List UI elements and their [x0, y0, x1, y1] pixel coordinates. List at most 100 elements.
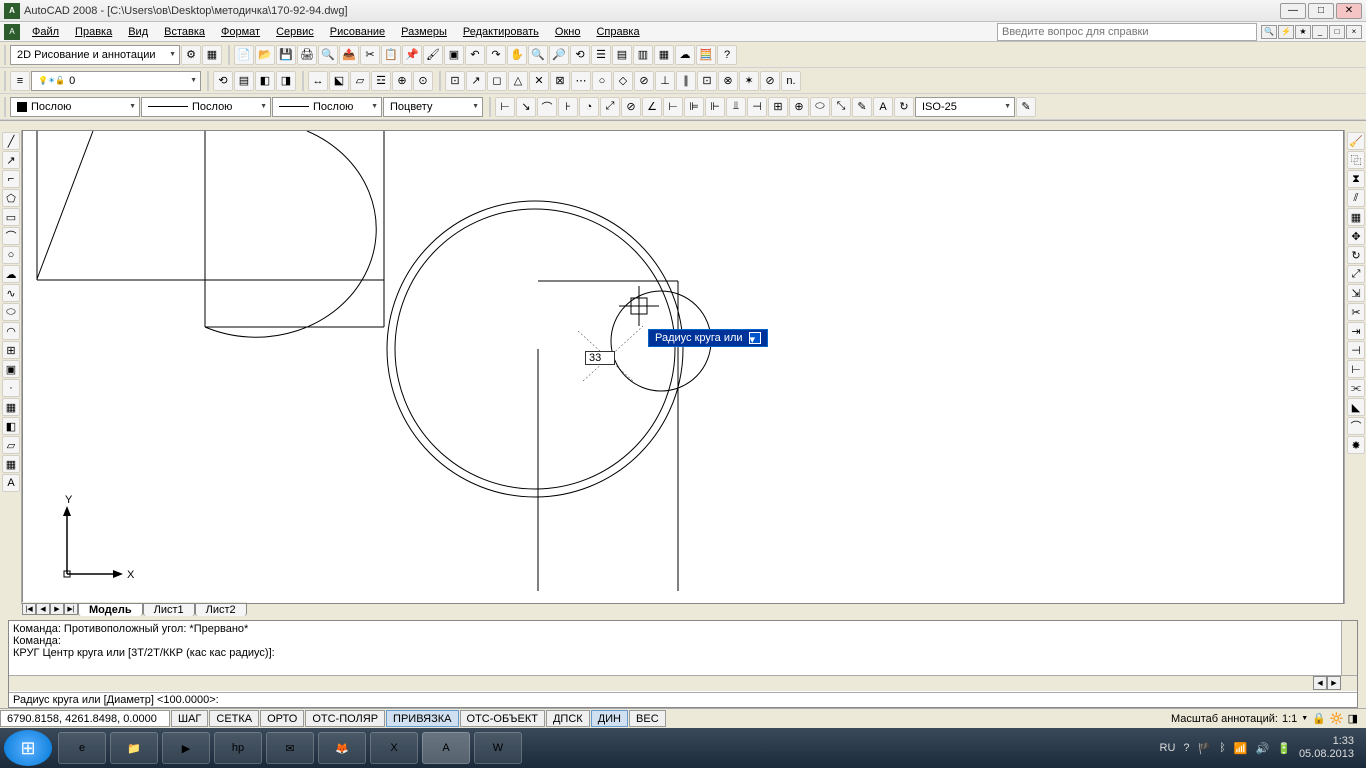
menu-service[interactable]: Сервис [268, 24, 322, 40]
maximize-button[interactable]: □ [1308, 3, 1334, 19]
dim-break-icon[interactable]: ⊣ [747, 97, 767, 117]
task-firefox[interactable]: 🦊 [318, 732, 366, 764]
plotstyle-selector[interactable]: Поцвету [383, 97, 483, 117]
rotate-icon[interactable]: ↻ [1347, 246, 1365, 264]
linetype-selector[interactable]: Послою [141, 97, 271, 117]
menu-format[interactable]: Формат [213, 24, 268, 40]
zoom-rt-icon[interactable]: 🔍 [528, 45, 548, 65]
dc-icon[interactable]: ▤ [612, 45, 632, 65]
rectangle-icon[interactable]: ▭ [2, 208, 20, 226]
id-icon[interactable]: ⊕ [392, 71, 412, 91]
tray-net-icon[interactable]: 📶 [1234, 742, 1248, 755]
dynamic-input[interactable] [585, 351, 615, 365]
cut-icon[interactable]: ✂ [360, 45, 380, 65]
snap-mid-icon[interactable]: △ [508, 71, 528, 91]
tray-action-icon[interactable]: 🏴 [1198, 742, 1212, 755]
layer-state-icon[interactable]: ▤ [234, 71, 254, 91]
save-icon[interactable]: 💾 [276, 45, 296, 65]
menu-file[interactable]: Файл [24, 24, 67, 40]
dim-aligned-icon[interactable]: ↘ [516, 97, 536, 117]
break-icon[interactable]: ⊢ [1347, 360, 1365, 378]
dim-space-icon[interactable]: ⫫ [726, 97, 746, 117]
menu-insert[interactable]: Вставка [156, 24, 213, 40]
layer-iso-icon[interactable]: ◧ [255, 71, 275, 91]
ray-icon[interactable]: ↗ [2, 151, 20, 169]
dim-radius-icon[interactable]: ◔ [579, 97, 599, 117]
join-icon[interactable]: ⫘ [1347, 379, 1365, 397]
dim-diameter-icon[interactable]: ⊘ [621, 97, 641, 117]
erase-icon[interactable]: 🧹 [1347, 132, 1365, 150]
ortho-toggle[interactable]: ОРТО [260, 710, 304, 727]
explode-icon[interactable]: ✸ [1347, 436, 1365, 454]
pan-icon[interactable]: ✋ [507, 45, 527, 65]
tab-last-button[interactable]: ▶| [64, 603, 78, 615]
move-icon[interactable]: ✥ [1347, 227, 1365, 245]
snap-settings-icon[interactable]: n. [781, 71, 801, 91]
open-icon[interactable]: 📂 [255, 45, 275, 65]
preview-icon[interactable]: 🔍 [318, 45, 338, 65]
clock[interactable]: 1:33 05.08.2013 [1299, 735, 1354, 761]
tp-icon[interactable]: ▥ [633, 45, 653, 65]
plot-icon[interactable]: 🖨 [297, 45, 317, 65]
tray-power-icon[interactable]: 🔋 [1277, 742, 1291, 755]
trim-icon[interactable]: ✂ [1347, 303, 1365, 321]
dim-angular-icon[interactable]: ∠ [642, 97, 662, 117]
spline-icon[interactable]: ∿ [2, 284, 20, 302]
dim-ordinate-icon[interactable]: ⊦ [558, 97, 578, 117]
tab-sheet1[interactable]: Лист1 [143, 603, 195, 616]
help-search-input[interactable] [997, 23, 1257, 41]
paste-icon[interactable]: 📌 [402, 45, 422, 65]
circle-icon[interactable]: ○ [2, 246, 20, 264]
revcloud-icon[interactable]: ☁ [2, 265, 20, 283]
locate-icon[interactable]: ⊙ [413, 71, 433, 91]
props-icon[interactable]: ☰ [591, 45, 611, 65]
fillet-icon[interactable]: ⌒ [1347, 417, 1365, 435]
dim-tedit-icon[interactable]: A [873, 97, 893, 117]
copy-obj-icon[interactable]: ⿻ [1347, 151, 1365, 169]
drawing-canvas[interactable]: Y X Радиус круга или ▾ [22, 130, 1344, 604]
match-icon[interactable]: 🖌 [423, 45, 443, 65]
layer-selector[interactable]: 💡 ☀ 🔓 0 [31, 71, 201, 91]
tray-help-icon[interactable]: ? [1183, 742, 1189, 754]
help-icon[interactable]: ? [717, 45, 737, 65]
menu-draw[interactable]: Рисование [322, 24, 393, 40]
ellipse-arc-icon[interactable]: ◠ [2, 322, 20, 340]
tab-prev-button[interactable]: ◀ [36, 603, 50, 615]
menu-help[interactable]: Справка [588, 24, 647, 40]
infocenter-comm-icon[interactable]: ⚡ [1278, 25, 1294, 39]
lwt-toggle[interactable]: ВЕС [629, 710, 666, 727]
tab-sheet2[interactable]: Лист2 [195, 603, 247, 616]
scroll-left-button[interactable]: ◀ [1313, 676, 1327, 690]
dist-icon[interactable]: ↔ [308, 71, 328, 91]
snap-ins-icon[interactable]: ⊡ [697, 71, 717, 91]
command-window[interactable]: Команда: Противоположный угол: *Прервано… [8, 620, 1358, 708]
array-icon[interactable]: ▦ [1347, 208, 1365, 226]
doc-restore-button[interactable]: □ [1329, 25, 1345, 39]
gradient-icon[interactable]: ◧ [2, 417, 20, 435]
snap-ext-icon[interactable]: ⋯ [571, 71, 591, 91]
mtext-icon[interactable]: A [2, 474, 20, 492]
center-mark-icon[interactable]: ⊕ [789, 97, 809, 117]
dimstyle-selector[interactable]: ISO-25 [915, 97, 1015, 117]
line-icon[interactable]: ╱ [2, 132, 20, 150]
doc-close-button[interactable]: × [1346, 25, 1362, 39]
calc-icon[interactable]: 🧮 [696, 45, 716, 65]
menu-modify[interactable]: Редактировать [455, 24, 547, 40]
snap-qua-icon[interactable]: ◇ [613, 71, 633, 91]
chamfer-icon[interactable]: ◣ [1347, 398, 1365, 416]
snap-par-icon[interactable]: ∥ [676, 71, 696, 91]
anno-scale-value[interactable]: 1:1 [1282, 713, 1297, 725]
task-word[interactable]: W [474, 732, 522, 764]
make-block-icon[interactable]: ▣ [2, 360, 20, 378]
layer-prev-icon[interactable]: ⟲ [213, 71, 233, 91]
workspace-selector[interactable]: 2D Рисование и аннотации [10, 45, 180, 65]
dim-continue-icon[interactable]: ⊩ [705, 97, 725, 117]
dim-update-icon[interactable]: ↻ [894, 97, 914, 117]
layer-props-icon[interactable]: ≡ [10, 71, 30, 91]
anno-autoscale-icon[interactable]: 🔒 [1312, 712, 1326, 725]
lang-indicator[interactable]: RU [1160, 742, 1176, 754]
ducs-toggle[interactable]: ДПСК [546, 710, 590, 727]
layer-off-icon[interactable]: ◨ [276, 71, 296, 91]
region-icon[interactable]: ▱ [350, 71, 370, 91]
copy-icon[interactable]: 📋 [381, 45, 401, 65]
